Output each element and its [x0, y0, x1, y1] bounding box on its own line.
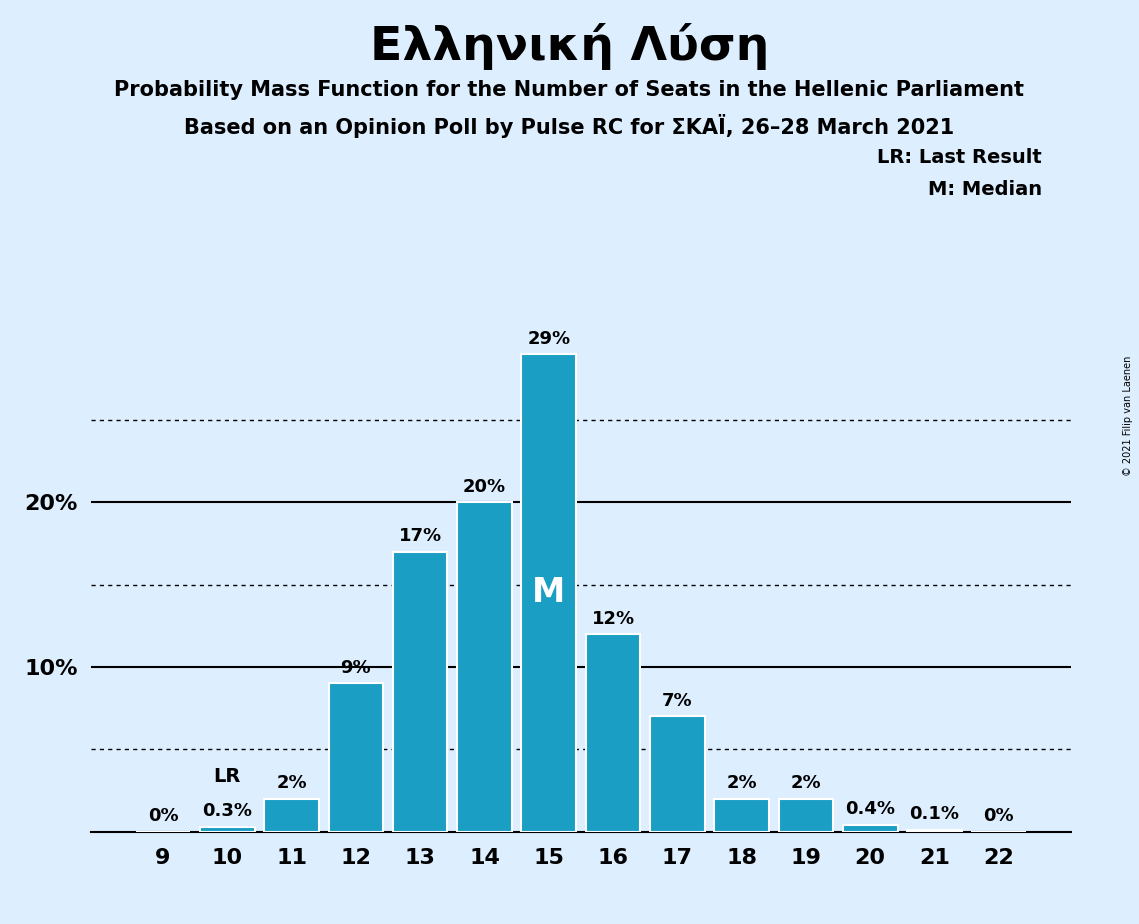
Text: M: M — [532, 577, 565, 610]
Text: LR: Last Result: LR: Last Result — [877, 148, 1042, 167]
Text: 29%: 29% — [527, 330, 571, 347]
Bar — [585, 634, 640, 832]
Text: 12%: 12% — [591, 610, 634, 627]
Text: LR: LR — [214, 767, 241, 785]
Text: 2%: 2% — [727, 774, 757, 792]
Text: M: Median: M: Median — [928, 180, 1042, 200]
Bar — [522, 354, 576, 832]
Text: Ελληνική Λύση: Ελληνική Λύση — [370, 23, 769, 70]
Text: 2%: 2% — [277, 774, 306, 792]
Bar — [779, 798, 834, 832]
Bar — [843, 825, 898, 832]
Bar — [328, 684, 383, 832]
Bar — [907, 830, 961, 832]
Text: 0.3%: 0.3% — [203, 802, 252, 821]
Bar — [200, 827, 255, 832]
Bar — [714, 798, 769, 832]
Text: Based on an Opinion Poll by Pulse RC for ΣΚΑΪ, 26–28 March 2021: Based on an Opinion Poll by Pulse RC for… — [185, 114, 954, 138]
Text: 0.1%: 0.1% — [910, 806, 959, 823]
Text: 0%: 0% — [148, 807, 179, 825]
Bar — [457, 503, 511, 832]
Text: 2%: 2% — [790, 774, 821, 792]
Text: Probability Mass Function for the Number of Seats in the Hellenic Parliament: Probability Mass Function for the Number… — [115, 80, 1024, 101]
Text: 17%: 17% — [399, 528, 442, 545]
Bar — [264, 798, 319, 832]
Text: © 2021 Filip van Laenen: © 2021 Filip van Laenen — [1123, 356, 1133, 476]
Text: 7%: 7% — [662, 692, 693, 710]
Text: 9%: 9% — [341, 659, 371, 677]
Bar — [393, 552, 448, 832]
Text: 0.4%: 0.4% — [845, 800, 895, 819]
Bar — [650, 716, 705, 832]
Text: 20%: 20% — [462, 478, 506, 496]
Text: 0%: 0% — [983, 807, 1014, 825]
